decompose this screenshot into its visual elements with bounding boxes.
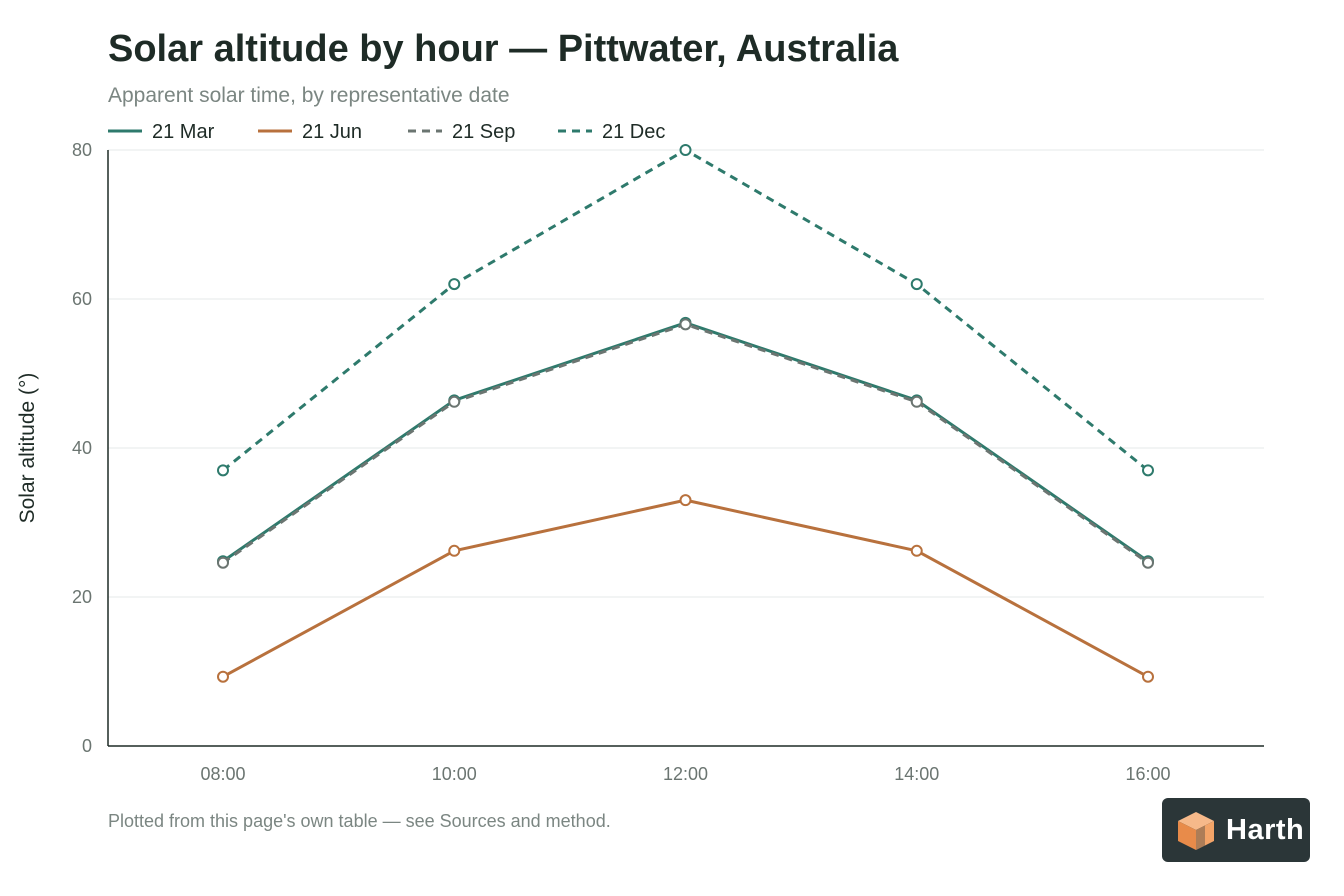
- legend-item: 21 Sep: [408, 121, 515, 143]
- data-point: [217, 464, 229, 477]
- chart-subtitle: Apparent solar time, by representative d…: [108, 84, 510, 107]
- y-tick-labels: 0 20 40 60 80: [72, 140, 92, 756]
- series-group: [217, 144, 1154, 683]
- chart-title: Solar altitude by hour — Pittwater, Aust…: [108, 28, 899, 70]
- x-tick-labels: 08:00 10:00 12:00 14:00 16:00: [200, 764, 1170, 784]
- y-tick-label: 40: [72, 438, 92, 458]
- data-point: [679, 144, 692, 156]
- data-point: [679, 318, 692, 331]
- cube-logo-icon: [1178, 812, 1214, 850]
- series-line: [222, 148, 1149, 472]
- series-21-dec: [217, 144, 1154, 477]
- legend-item: 21 Mar: [108, 121, 215, 143]
- series-21-mar: [217, 316, 1154, 568]
- series-line: [222, 322, 1149, 564]
- y-tick-label: 60: [72, 289, 92, 309]
- legend: 21 Mar 21 Jun 21 Sep 21 Dec: [108, 121, 665, 143]
- data-point: [448, 278, 461, 291]
- data-point: [910, 278, 923, 291]
- gridlines: [108, 149, 1264, 598]
- series-line: [221, 498, 1150, 679]
- x-tick-label: 12:00: [663, 764, 708, 784]
- x-tick-label: 08:00: [200, 764, 245, 784]
- data-point: [1142, 464, 1154, 477]
- footnote: Plotted from this page's own table — see…: [108, 811, 611, 831]
- brand-badge[interactable]: Harth: [1162, 798, 1310, 862]
- legend-label: 21 Mar: [152, 121, 215, 143]
- data-point: [1142, 670, 1154, 683]
- data-point: [448, 544, 461, 557]
- brand-name: Harth: [1226, 813, 1305, 846]
- x-tick-label: 16:00: [1125, 764, 1170, 784]
- series-21-jun: [217, 494, 1154, 683]
- legend-label: 21 Dec: [602, 121, 665, 143]
- y-tick-label: 80: [72, 140, 92, 160]
- data-point: [910, 395, 923, 408]
- y-tick-label: 0: [82, 736, 92, 756]
- x-tick-label: 14:00: [894, 764, 939, 784]
- data-point: [217, 556, 229, 569]
- legend-label: 21 Jun: [302, 121, 362, 143]
- legend-item: 21 Dec: [558, 121, 665, 143]
- axes: [107, 150, 1264, 747]
- legend-label: 21 Sep: [452, 121, 515, 143]
- data-point: [910, 544, 923, 557]
- x-tick-label: 10:00: [432, 764, 477, 784]
- y-axis-title: Solar altitude (°): [16, 373, 39, 524]
- series-line: [221, 321, 1150, 563]
- data-point: [217, 670, 229, 683]
- data-point: [679, 494, 692, 507]
- data-point: [1142, 556, 1154, 569]
- y-tick-label: 20: [72, 587, 92, 607]
- series-21-sep: [217, 318, 1154, 569]
- data-point: [448, 395, 461, 408]
- legend-item: 21 Jun: [258, 121, 362, 143]
